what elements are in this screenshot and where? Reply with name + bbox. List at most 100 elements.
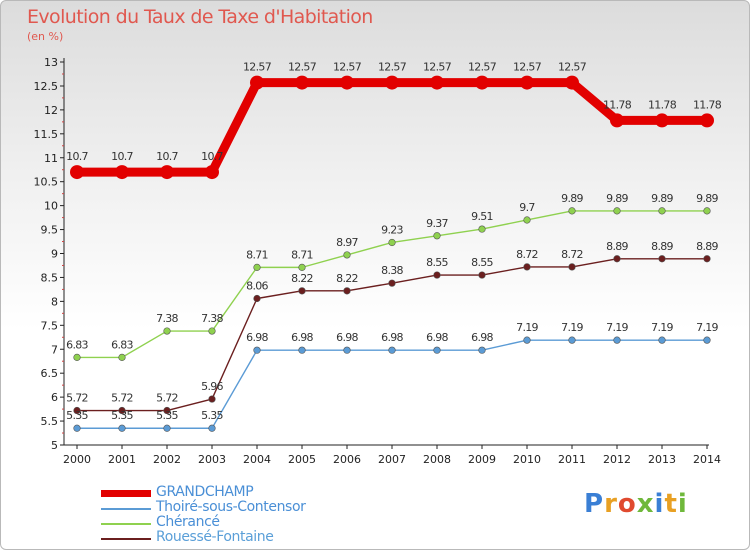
data-label-1-0: 5.35 [66,409,88,422]
x-tick-label: 2005 [288,453,316,466]
data-label-3-5: 8.22 [291,272,313,285]
data-point-0-12 [610,113,624,128]
y-tick-label: 8.5 [41,271,59,284]
data-label-1-13: 7.19 [651,321,673,334]
data-point-0-8 [430,75,444,90]
data-point-1-14 [703,336,711,344]
data-point-1-5 [298,346,306,354]
legend-item-0: GRANDCHAMP [101,484,361,501]
legend-label-1: Thoiré-sous-Contensor [156,499,306,515]
data-point-1-1 [118,424,126,432]
data-labels-layer: 10.7 10.7 10.7 10.7 12.57 12.57 12.57 12.57 12.5… [66,61,722,423]
legend-swatch-0 [101,490,151,497]
data-label-1-7: 6.98 [381,331,403,344]
data-label-2-7: 9.23 [381,223,403,236]
data-label-2-8: 9.37 [426,217,448,230]
x-tick-label: 2006 [333,453,361,466]
logo-letter: r [604,489,618,519]
y-tick-label: 12.5 [34,80,59,93]
x-tick-label: 2008 [423,453,451,466]
data-label-0-3: 10.7 [201,150,223,163]
y-tick-label: 9 [51,248,58,261]
legend-label-2: Chérancé [156,514,220,530]
y-tick-label: 9.5 [41,224,59,237]
data-point-2-4 [253,263,261,271]
legend-item-3: Rouessé-Fontaine [101,529,361,546]
logo-letter: t [664,489,678,519]
data-label-1-1: 5.35 [111,409,133,422]
data-label-2-3: 7.38 [201,312,223,325]
legend-swatch-2 [101,523,151,525]
y-tick-label: 5.5 [41,415,59,428]
series-layer [70,75,714,432]
data-point-1-10 [523,336,531,344]
data-label-1-9: 6.98 [471,331,493,344]
y-tick-label: 11.5 [34,128,59,141]
x-tick-label: 2011 [558,453,586,466]
y-tick-label: 6.5 [41,367,59,380]
y-tick-label: 7 [51,343,58,356]
data-point-2-14 [703,207,711,215]
data-label-3-11: 8.72 [561,248,583,261]
data-point-2-6 [343,251,351,259]
data-label-3-10: 8.72 [516,248,538,261]
data-label-3-9: 8.55 [471,256,493,269]
data-label-0-11: 12.57 [558,61,587,74]
data-point-1-13 [658,336,666,344]
data-point-2-5 [298,263,306,271]
data-label-0-4: 12.57 [243,61,272,74]
data-point-1-4 [253,346,261,354]
data-label-1-11: 7.19 [561,321,583,334]
data-point-3-1 [118,406,126,415]
data-label-0-1: 10.7 [111,150,133,163]
data-label-1-6: 6.98 [336,331,358,344]
data-label-2-2: 7.38 [156,312,178,325]
data-point-1-11 [568,336,576,344]
y-tick-label: 8 [51,295,58,308]
data-point-2-7 [388,238,396,247]
logo-letter: P [584,489,605,519]
data-point-3-0 [73,406,81,415]
data-point-3-3 [208,395,216,403]
data-label-3-2: 5.72 [156,392,178,405]
data-point-0-6 [340,75,354,90]
legend-swatch-1 [101,508,151,510]
x-tick-label: 2002 [153,453,181,466]
y-tick-label: 10.5 [34,176,59,189]
data-label-2-5: 8.71 [291,248,313,261]
data-point-3-4 [253,294,261,303]
data-point-0-1 [115,165,129,180]
data-point-1-8 [433,346,441,354]
data-point-2-9 [478,225,486,233]
data-point-0-13 [655,113,669,128]
data-label-2-14: 9.89 [696,192,718,205]
data-label-2-9: 9.51 [471,210,493,223]
data-point-1-6 [343,346,351,354]
data-label-1-12: 7.19 [606,321,628,334]
data-label-0-2: 10.7 [156,150,178,163]
legend-label-3: Rouessé-Fontaine [156,529,274,545]
data-label-1-2: 5.35 [156,409,178,422]
data-point-0-10 [520,75,534,90]
data-point-1-12 [613,336,621,344]
data-point-1-7 [388,346,396,354]
data-label-2-4: 8.71 [246,248,268,261]
x-tick-label: 2009 [468,453,496,466]
data-label-0-14: 11.78 [693,98,722,111]
data-label-2-11: 9.89 [561,192,583,205]
data-point-0-2 [160,165,174,180]
legend-label-0: GRANDCHAMP [156,484,254,500]
data-point-3-7 [388,279,396,287]
y-tick-label: 7.5 [41,319,59,332]
x-tick-label: 2013 [648,453,676,466]
data-point-3-6 [343,287,351,295]
y-tick-label: 12 [44,104,58,117]
x-tick-label: 2012 [603,453,631,466]
data-point-0-5 [295,75,309,90]
data-point-0-7 [385,75,399,90]
x-tick-label: 2001 [108,453,136,466]
proxiti-logo: Proxiti [584,489,688,519]
x-tick-label: 2000 [63,453,91,466]
data-label-2-10: 9.7 [519,201,535,214]
